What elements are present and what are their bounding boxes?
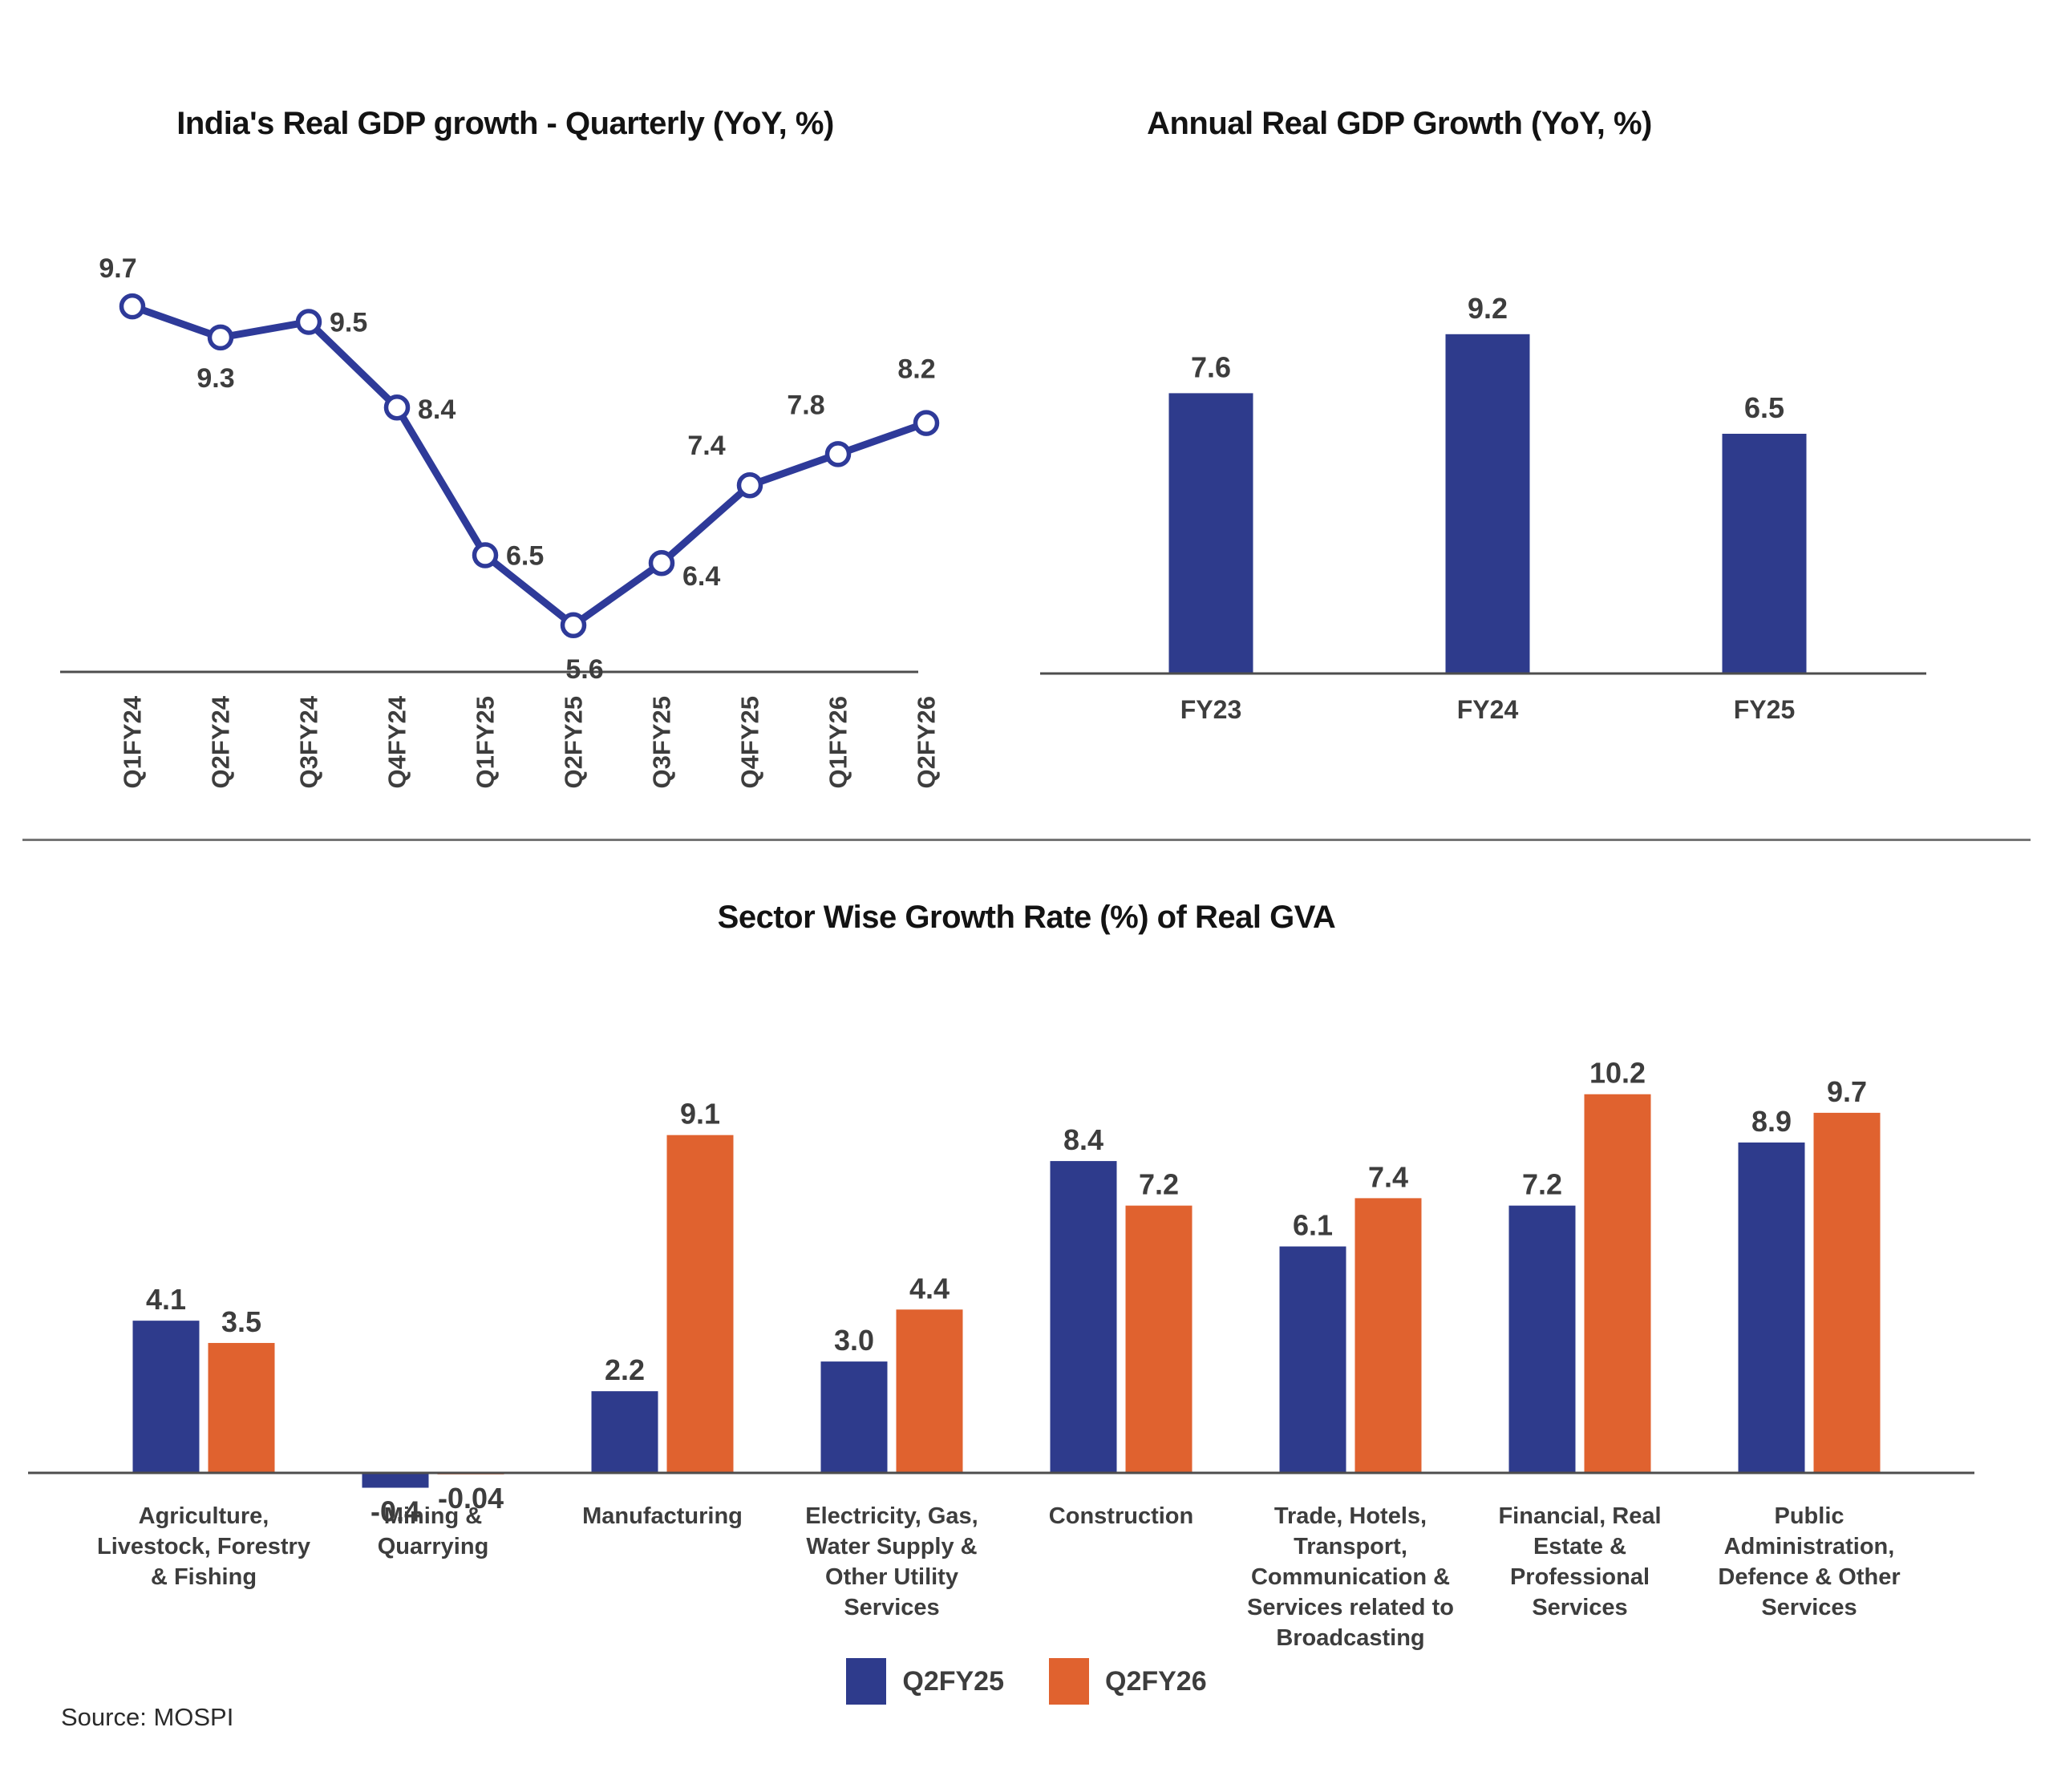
x-tick-label: Q3FY25 [648, 696, 676, 788]
sector-bar-Q2FY26 [666, 1135, 734, 1473]
line-point-Q2FY26 [913, 410, 940, 436]
x-tick-label: FY24 [1457, 695, 1519, 724]
x-tick-label: Q4FY24 [383, 695, 411, 788]
annual-bar-FY24 [1445, 334, 1530, 674]
point-value-label: 8.4 [418, 394, 456, 425]
bar-value-label: 8.4 [1063, 1123, 1103, 1156]
sector-category-label: Construction [1049, 1503, 1193, 1529]
bar-value-label: 7.2 [1139, 1168, 1179, 1201]
bar-value-label: -0.04 [438, 1482, 504, 1515]
x-tick-label: Q3FY24 [295, 695, 323, 788]
bar-value-label: 6.1 [1293, 1209, 1333, 1242]
point-value-label: 7.8 [787, 390, 824, 420]
section-divider [22, 839, 2031, 841]
legend-item-q2fy26: Q2FY26 [1049, 1658, 1207, 1705]
quarterly-chart-title: India's Real GDP growth - Quarterly (YoY… [176, 106, 834, 141]
point-value-label: 8.2 [897, 354, 935, 385]
line-point-Q1FY25 [472, 542, 499, 568]
sector-category-label: Manufacturing [582, 1503, 743, 1529]
sector-bar-Q2FY26 [1813, 1112, 1881, 1473]
x-tick-label: Q1FY26 [824, 696, 852, 788]
line-point-Q3FY25 [648, 549, 675, 576]
sector-bar-Q2FY26 [1584, 1094, 1651, 1473]
sector-bar-Q2FY26 [1125, 1205, 1193, 1473]
sector-grouped-bar-chart: 4.1 3.5 Agriculture, Livestock, Forestry & F… [28, 1057, 1974, 1651]
point-value-label: 9.7 [99, 253, 136, 284]
annual-bar-FY23 [1168, 393, 1253, 674]
x-tick-label: Q4FY25 [736, 696, 764, 788]
x-tick-label: FY25 [1734, 695, 1795, 724]
bar-value-label: -0.4 [371, 1495, 420, 1528]
x-tick-label: FY23 [1180, 695, 1241, 724]
bar-value-label: 9.1 [680, 1098, 720, 1131]
sector-category-label: Public Administration, Defence & Other Serv… [1718, 1503, 1900, 1620]
legend-label: Q2FY25 [902, 1665, 1004, 1697]
sector-bar-Q2FY26 [896, 1309, 963, 1473]
bar-value-label: 10.2 [1589, 1057, 1646, 1090]
bar-value-label: 3.5 [221, 1305, 261, 1338]
sector-bar-Q2FY25 [1279, 1246, 1346, 1473]
x-tick-label: Q2FY25 [560, 696, 588, 788]
bar-value-label: 4.1 [146, 1283, 186, 1316]
sector-bar-Q2FY26 [1354, 1198, 1422, 1473]
bar-value-label: 2.2 [605, 1353, 645, 1386]
bar-value-label: 9.2 [1468, 292, 1508, 325]
legend-item-q2fy25: Q2FY25 [846, 1658, 1004, 1705]
sector-category-label: Mining & Quarrying [378, 1503, 489, 1559]
sector-bar-Q2FY25 [362, 1473, 429, 1488]
sector-chart-title: Sector Wise Growth Rate (%) of Real GVA [717, 900, 1336, 935]
sector-category-label: Electricity, Gas, Water Supply & Other Uti… [805, 1503, 978, 1620]
sector-category-label: Agriculture, Livestock, Forestry & Fishing [97, 1503, 310, 1590]
line-point-Q1FY24 [119, 293, 146, 320]
source-note: Source: MOSPI [61, 1703, 234, 1731]
sector-bar-Q2FY25 [1050, 1161, 1117, 1473]
point-value-label: 7.4 [687, 431, 725, 461]
point-value-label: 5.6 [565, 654, 603, 685]
q2fy26-swatch-icon [1049, 1658, 1089, 1705]
sector-legend: Q2FY25 Q2FY26 [0, 1658, 2053, 1705]
line-point-Q4FY25 [736, 471, 763, 499]
sector-bar-Q2FY26 [208, 1342, 275, 1473]
point-value-label: 6.4 [682, 561, 720, 592]
quarterly-line-chart: 9.7 Q1FY24 9.3 Q2FY24 9.5 Q3FY24 8.4 Q4FY24 6.5 Q… [60, 253, 941, 788]
sector-bar-Q2FY25 [1508, 1205, 1576, 1473]
bar-value-label: 7.4 [1368, 1160, 1408, 1193]
bar-value-label: 8.9 [1751, 1105, 1792, 1138]
sector-category-label: Financial, Real Estate & Professional Servi… [1498, 1503, 1661, 1620]
x-tick-label: Q2FY24 [207, 695, 235, 788]
sector-bar-Q2FY25 [591, 1391, 658, 1473]
line-point-Q2FY24 [207, 324, 234, 351]
sector-category-label: Trade, Hotels, Transport, Communication & S… [1247, 1503, 1454, 1651]
x-tick-label: Q2FY26 [913, 696, 941, 788]
gdp-quarterly-line [128, 302, 930, 629]
bar-value-label: 7.6 [1191, 350, 1231, 383]
point-value-label: 6.5 [506, 541, 544, 572]
sector-bar-Q2FY25 [1738, 1142, 1805, 1473]
bar-value-label: 7.2 [1522, 1168, 1562, 1201]
sector-bar-Q2FY25 [820, 1361, 888, 1473]
x-tick-label: Q1FY25 [472, 696, 500, 788]
annual-chart-title: Annual Real GDP Growth (YoY, %) [1147, 106, 1652, 141]
line-point-Q2FY25 [560, 612, 587, 639]
bar-value-label: 4.4 [909, 1272, 950, 1305]
bar-value-label: 6.5 [1744, 391, 1784, 424]
line-point-Q1FY26 [824, 441, 852, 467]
bar-value-label: 9.7 [1827, 1075, 1867, 1108]
bar-value-label: 3.0 [834, 1324, 874, 1357]
annual-bar-FY25 [1722, 434, 1807, 674]
x-tick-label: Q1FY24 [119, 695, 147, 788]
line-point-Q3FY24 [295, 309, 322, 335]
q2fy25-swatch-icon [846, 1658, 887, 1705]
sector-bar-Q2FY25 [132, 1321, 200, 1473]
annual-bar-chart: 7.6 FY23 9.2 FY24 6.5 FY25 [1040, 292, 1926, 724]
point-value-label: 9.3 [196, 363, 234, 394]
legend-label: Q2FY26 [1105, 1665, 1207, 1697]
point-value-label: 9.5 [330, 308, 367, 338]
line-point-Q4FY24 [383, 394, 411, 421]
